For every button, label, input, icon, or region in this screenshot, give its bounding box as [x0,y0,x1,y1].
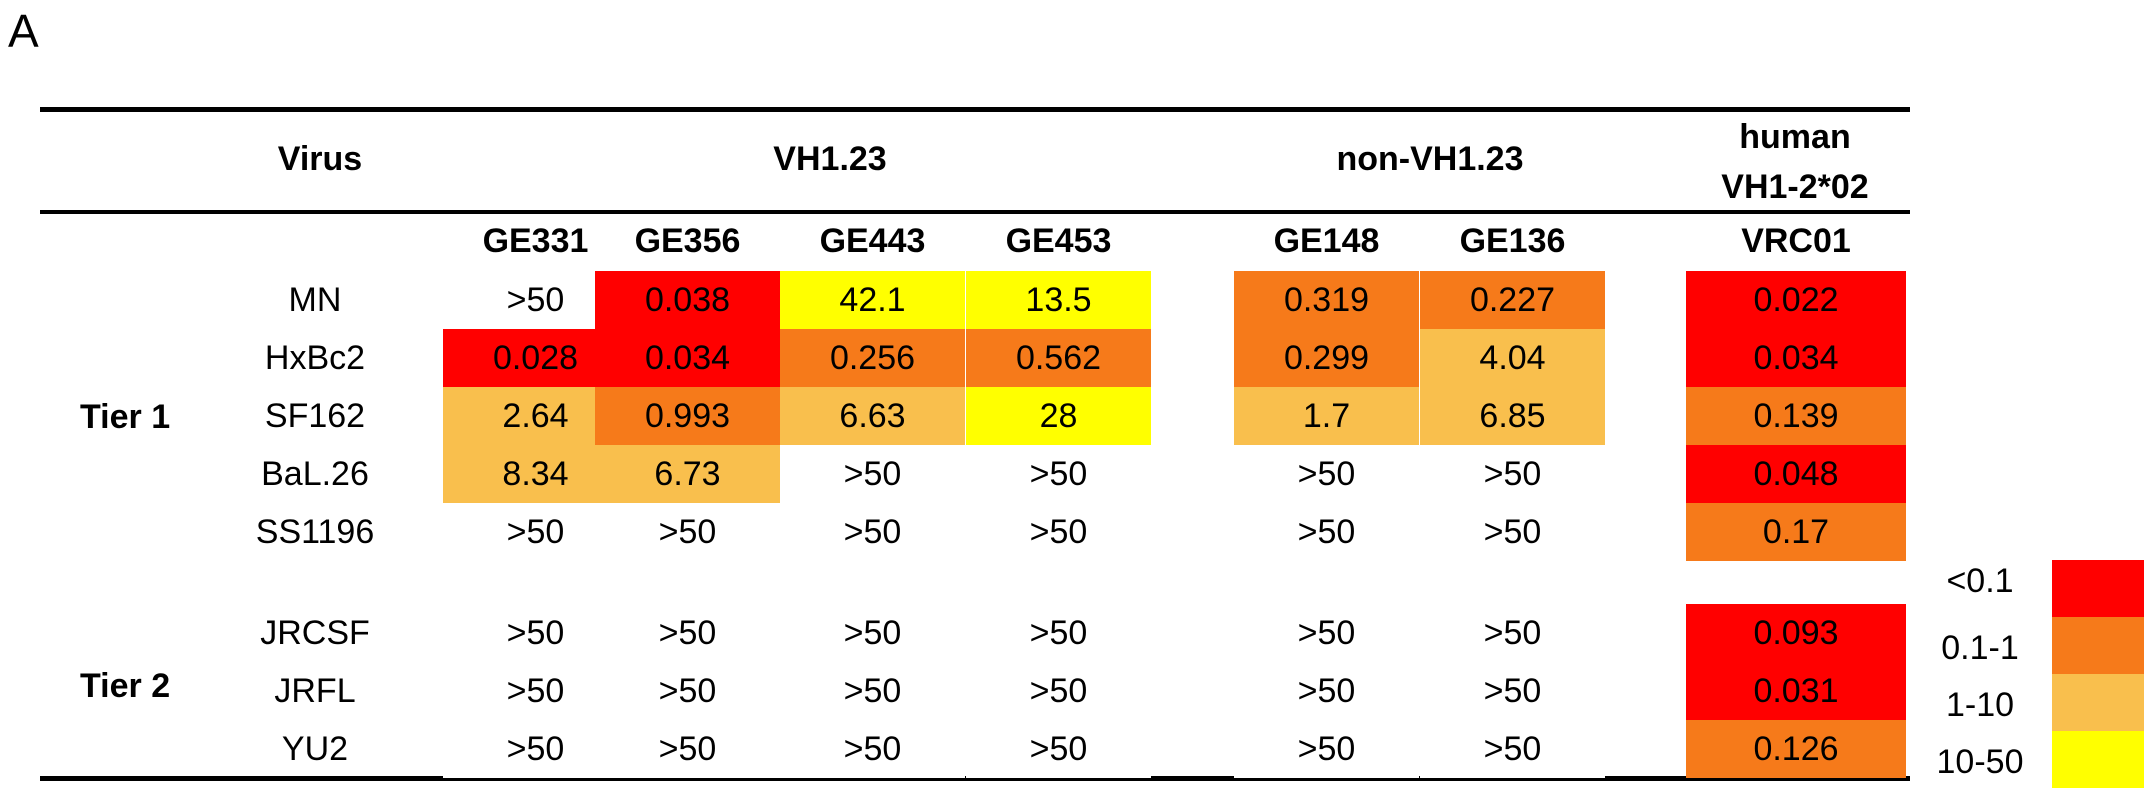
ic50-cell: 0.227 [1420,271,1605,329]
column-header-ge331: GE331 [482,222,589,260]
ic50-cell: 6.85 [1420,387,1605,445]
ic50-cell: 0.031 [1686,662,1906,720]
ic50-cell: 0.17 [1686,503,1906,561]
ic50-cell: 0.093 [1686,604,1906,662]
ic50-cell: >50 [780,720,965,778]
column-header-ge148: GE148 [1273,222,1380,260]
ic50-cell: >50 [595,662,780,720]
group-header-vh123: VH1.23 [773,140,887,178]
virus-label: YU2 [281,730,349,768]
legend-swatch [2052,560,2144,617]
tier-1-label: Tier 1 [80,398,171,436]
ic50-cell: >50 [1234,604,1419,662]
ic50-cell: >50 [595,503,780,561]
ic50-cell: 0.256 [780,329,965,387]
ic50-cell: 0.038 [595,271,780,329]
ic50-cell: 6.73 [595,445,780,503]
column-header-vrc01: VRC01 [1741,222,1851,260]
virus-label: JRFL [274,672,356,710]
ic50-cell: >50 [966,604,1151,662]
virus-label: JRCSF [260,614,370,652]
ic50-cell: 0.022 [1686,271,1906,329]
ic50-cell: >50 [1420,720,1605,778]
virus-label: SS1196 [255,513,375,551]
legend-swatch [2052,731,2144,788]
ic50-cell: >50 [1420,445,1605,503]
legend-swatch [2052,674,2144,731]
ic50-cell: 1.7 [1234,387,1419,445]
header-rule [40,210,1910,214]
group-header-human: human [1739,118,1851,156]
ic50-cell: 0.993 [595,387,780,445]
ic50-cell: 0.034 [1686,329,1906,387]
ic50-cell: 42.1 [780,271,965,329]
ic50-cell: >50 [1420,662,1605,720]
column-header-ge136: GE136 [1459,222,1566,260]
ic50-cell: >50 [1234,662,1419,720]
virus-label: SF162 [264,397,366,435]
group-header-non-vh123: non-VH1.23 [1336,140,1524,178]
virus-label: MN [288,281,342,319]
virus-label: BaL.26 [261,455,369,493]
ic50-cell: 4.04 [1420,329,1605,387]
ic50-cell: >50 [966,503,1151,561]
ic50-cell: >50 [1234,445,1419,503]
virus-label: HxBc2 [264,339,366,377]
ic50-cell: 0.048 [1686,445,1906,503]
ic50-cell: 28 [966,387,1151,445]
ic50-cell: 6.63 [780,387,965,445]
panel-label: A [8,5,39,57]
ic50-cell: 13.5 [966,271,1151,329]
ic50-cell: 0.319 [1234,271,1419,329]
top-rule [40,107,1910,112]
virus-header: Virus [277,140,363,178]
column-header-ge443: GE443 [819,222,926,260]
ic50-cell: >50 [780,445,965,503]
ic50-cell: >50 [595,720,780,778]
ic50-cell: 0.126 [1686,720,1906,778]
ic50-cell: >50 [780,503,965,561]
legend-label: 10-50 [1936,743,2024,781]
ic50-cell: 0.139 [1686,387,1906,445]
ic50-cell: >50 [1420,604,1605,662]
ic50-cell: >50 [1234,720,1419,778]
ic50-cell: 0.562 [966,329,1151,387]
ic50-cell: >50 [780,604,965,662]
ic50-cell: 0.034 [595,329,780,387]
legend-swatch [2052,617,2144,674]
ic50-cell: >50 [780,662,965,720]
tier-2-label: Tier 2 [80,667,171,705]
ic50-cell: >50 [966,662,1151,720]
legend-label: <0.1 [1946,562,2014,600]
ic50-cell: 0.299 [1234,329,1419,387]
ic50-cell: >50 [966,445,1151,503]
column-header-ge356: GE356 [634,222,741,260]
ic50-cell: >50 [1420,503,1605,561]
group-header-vh1-2: VH1-2*02 [1721,168,1869,206]
ic50-cell: >50 [595,604,780,662]
ic50-cell: >50 [966,720,1151,778]
legend-label: 0.1-1 [1941,629,2019,667]
bottom-rule [40,776,1910,781]
ic50-cell: >50 [1234,503,1419,561]
legend-label: 1-10 [1945,686,2015,724]
column-header-ge453: GE453 [1005,222,1112,260]
